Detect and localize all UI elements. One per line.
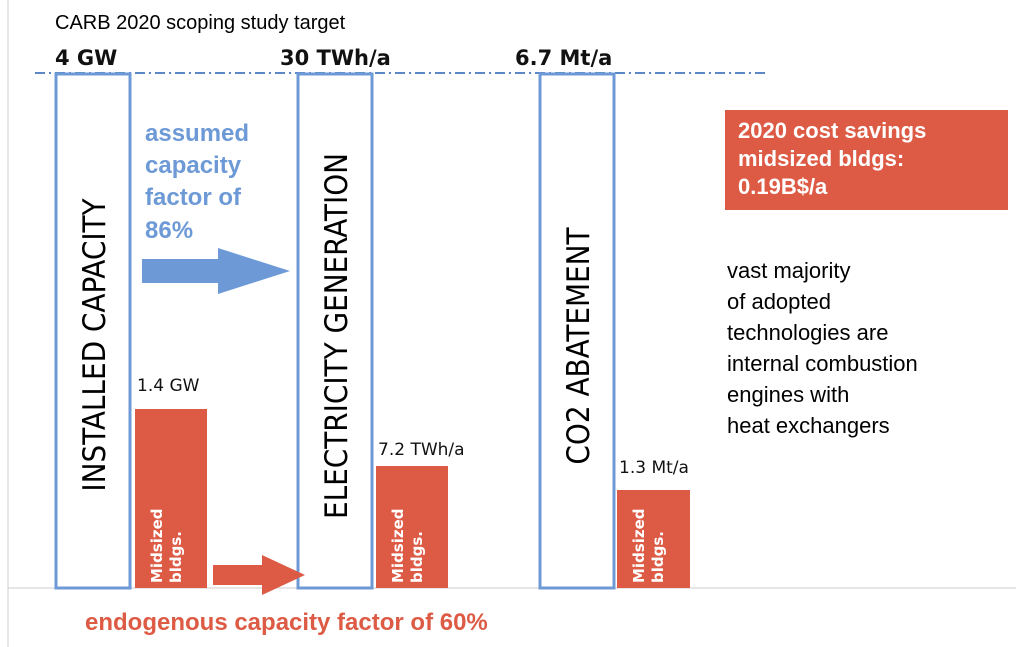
remark: vast majority [727, 258, 850, 283]
arrow [213, 555, 305, 595]
bar-value: 1.3 Mt/a [619, 458, 689, 478]
target-label: 30 TWh/a [280, 46, 391, 70]
target-bar [296, 72, 374, 590]
target-label: 4 GW [55, 46, 117, 70]
assumed-note: 86% [145, 217, 193, 244]
red-bar [617, 490, 690, 588]
bar-label: Midsized [630, 508, 648, 583]
column-label: ELECTRICITY GENERATION [319, 153, 355, 519]
assumed-note: factor of [145, 184, 242, 211]
callout-text: midsized bldgs: [738, 146, 904, 171]
bar-value: 1.4 GW [137, 376, 200, 396]
endogenous-note: endogenous capacity factor of 60% [85, 609, 488, 636]
bar-value: 7.2 TWh/a [378, 440, 465, 460]
callout-box [725, 110, 1008, 210]
red-bar [376, 466, 448, 588]
remark: technologies are [727, 320, 888, 345]
column-label: CO2 ABATEMENT [561, 226, 597, 464]
bar-label: bldgs. [649, 531, 667, 583]
assumed-note: assumed [145, 120, 249, 147]
callout-text: 0.19B$/a [738, 174, 828, 199]
target-bar [54, 72, 132, 590]
remark: internal combustion [727, 351, 918, 376]
column-label: INSTALLED CAPACITY [77, 197, 113, 491]
bar-label: Midsized [148, 508, 166, 583]
remark: engines with [727, 382, 849, 407]
bar-label: Midsized [389, 508, 407, 583]
target-bar [538, 72, 616, 590]
red-bar [135, 409, 207, 588]
callout-text: 2020 cost savings [738, 118, 926, 143]
bar-label: bldgs. [167, 531, 185, 583]
bar-label: bldgs. [408, 531, 426, 583]
arrow [142, 248, 290, 294]
remark: heat exchangers [727, 413, 890, 438]
assumed-note: capacity [145, 152, 242, 179]
title: CARB 2020 scoping study target [55, 12, 346, 34]
target-label: 6.7 Mt/a [515, 46, 612, 70]
remark: of adopted [727, 289, 831, 314]
